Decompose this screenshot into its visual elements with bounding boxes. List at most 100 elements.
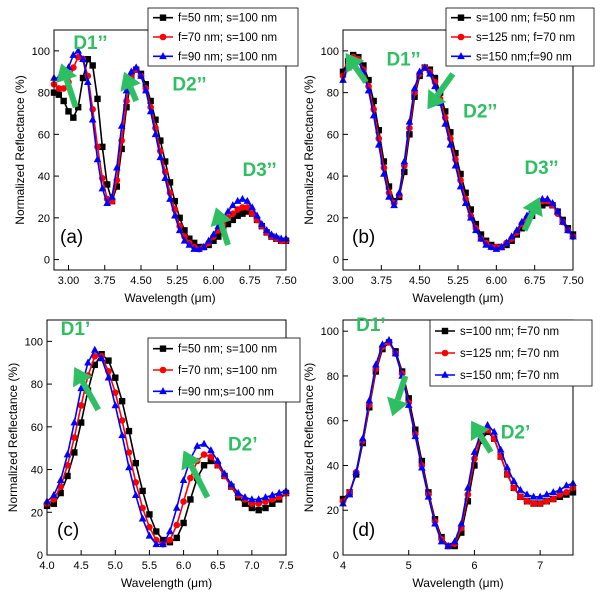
legend-label: s=100 nm; f=70 nm <box>460 326 559 338</box>
panel-label: (c) <box>57 520 79 541</box>
data-point <box>536 492 544 500</box>
data-point <box>523 497 531 505</box>
data-point <box>529 492 538 500</box>
data-point <box>380 158 388 165</box>
data-point <box>378 340 387 348</box>
series-1 <box>50 56 290 251</box>
data-point <box>543 194 552 202</box>
data-point <box>185 240 194 248</box>
data-point <box>518 217 526 225</box>
data-point <box>195 244 203 252</box>
y-tick-label: 80 <box>327 88 339 100</box>
data-point <box>50 490 58 498</box>
data-point <box>426 69 434 77</box>
data-point <box>166 179 174 186</box>
data-point <box>375 126 382 134</box>
panel-label: (d) <box>352 520 375 541</box>
legend-entry: s=100 nm; f=70 nm <box>435 326 559 338</box>
data-point <box>97 354 106 362</box>
data-point <box>446 140 455 148</box>
data-point <box>262 504 269 512</box>
legend-entry: f=90 nm;s=100 nm <box>153 386 274 398</box>
data-point <box>146 107 155 115</box>
data-point <box>55 85 63 92</box>
data-point <box>104 373 113 381</box>
x-axis-label: Wavelength (μm) <box>412 291 503 305</box>
annotation-label: D3’’ <box>524 158 558 179</box>
x-tick-label: 7 <box>537 560 543 572</box>
data-point <box>200 439 208 447</box>
data-point <box>385 192 393 200</box>
legend-entry: f=70 nm; s=100 nm <box>153 365 277 377</box>
annotation-arrow <box>345 52 369 84</box>
data-point <box>462 189 469 196</box>
data-point <box>91 345 99 353</box>
legend-label: f=50 nm; s=100 nm <box>178 13 277 25</box>
data-point <box>93 155 102 163</box>
data-point <box>269 500 276 507</box>
data-point <box>147 97 154 105</box>
x-axis-label: Wavelength (μm) <box>121 576 212 590</box>
annotation-arrow <box>470 420 494 454</box>
annotation-arrow <box>427 72 456 110</box>
data-point <box>563 489 570 496</box>
data-point <box>412 426 419 433</box>
chart-panel-a: 3.00 3.75 4.50 5.25 6.00 6.75 7.50 0 20 40 60 80 100… <box>13 7 299 305</box>
y-tick-label: 40 <box>327 460 339 472</box>
series-3 <box>43 345 290 548</box>
data-point <box>125 463 133 471</box>
annotation-arrow <box>387 375 409 417</box>
data-point <box>57 489 64 497</box>
y-tick-label: 60 <box>38 129 50 141</box>
x-tick-label: 4.50 <box>409 275 430 287</box>
data-point <box>103 181 111 188</box>
data-point <box>239 204 246 211</box>
data-point <box>248 495 256 503</box>
legend-label: f=70 nm; s=100 nm <box>178 365 277 377</box>
data-point <box>112 374 119 381</box>
data-point <box>118 431 126 439</box>
legend-label: f=90 nm;s=100 nm <box>178 386 274 398</box>
legend-entry: s=125 nm; f=70 nm <box>435 348 559 360</box>
data-point <box>132 63 140 71</box>
data-point <box>180 519 187 527</box>
data-point <box>142 81 150 88</box>
y-tick-label: 100 <box>321 46 339 58</box>
data-point <box>442 108 449 115</box>
legend-marker <box>159 33 167 41</box>
data-point <box>536 500 544 507</box>
y-tick-label: 40 <box>38 171 50 183</box>
data-point <box>456 182 465 190</box>
y-axis-label: Normalized Reflectance (%) <box>13 75 27 224</box>
data-point <box>113 163 121 171</box>
data-point <box>372 360 380 368</box>
data-point <box>65 108 72 115</box>
data-point <box>131 490 140 498</box>
annotation-label: D2’ <box>501 423 531 444</box>
data-point <box>77 419 85 426</box>
data-point <box>369 111 378 119</box>
data-point <box>171 197 179 205</box>
annotation-label: D2’’ <box>172 75 206 96</box>
legend-entry: s=150 nm; f=70 nm <box>435 370 559 382</box>
x-tick-label: 5.0 <box>108 560 123 572</box>
data-point <box>74 104 82 111</box>
data-point <box>179 476 188 484</box>
data-point <box>365 396 374 404</box>
data-point <box>548 199 557 207</box>
legend-entry: f=50 nm; s=100 nm <box>153 344 277 356</box>
series-3 <box>339 335 577 549</box>
y-tick-label: 20 <box>327 213 339 225</box>
legend-label: s=100 nm; f=50 nm <box>476 13 575 25</box>
data-point <box>159 536 167 544</box>
data-point <box>200 462 208 469</box>
x-tick-label: 6.00 <box>203 275 224 287</box>
data-point <box>190 239 198 247</box>
data-point <box>125 449 133 456</box>
y-axis-label: Normalized Reflectance (%) <box>6 363 20 512</box>
data-point <box>200 242 208 250</box>
data-point <box>77 384 85 392</box>
data-point <box>472 226 480 234</box>
legend-marker <box>457 14 465 21</box>
data-point <box>558 217 567 225</box>
